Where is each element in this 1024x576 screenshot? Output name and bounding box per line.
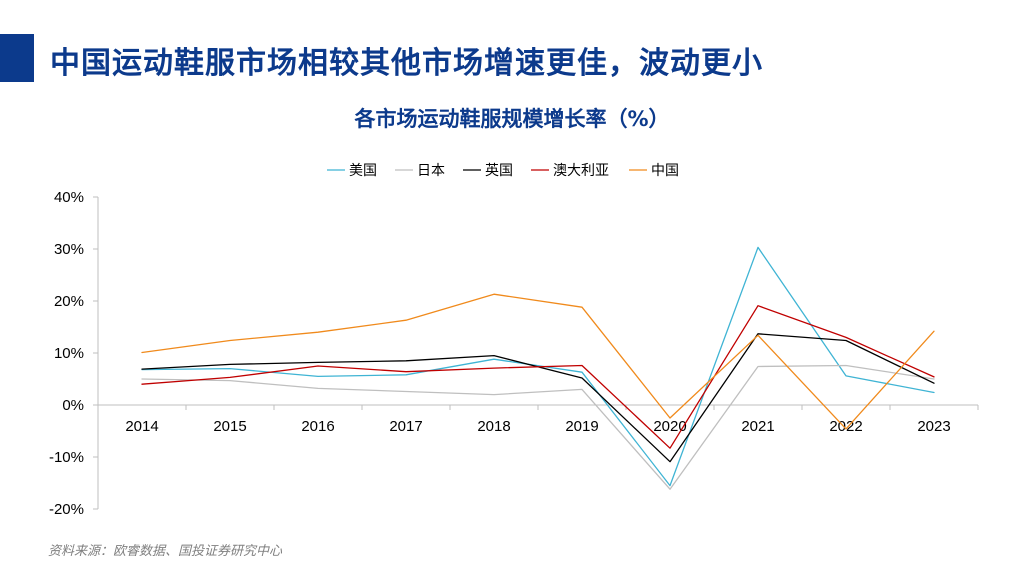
series-line-1 xyxy=(141,364,935,490)
data-point xyxy=(669,484,671,486)
legend-label: 澳大利亚 xyxy=(553,163,609,179)
x-tick-label: 2022 xyxy=(829,418,862,435)
chart-title: 各市场运动鞋服规模增长率（%） xyxy=(354,107,670,131)
data-point xyxy=(405,319,407,321)
data-point xyxy=(933,391,935,393)
y-tick-label: 30% xyxy=(54,241,84,258)
data-point xyxy=(141,378,143,380)
data-point xyxy=(317,375,319,377)
source-note: 资料来源：欧睿数据、国投证券研究中心 xyxy=(48,544,283,559)
data-point xyxy=(317,361,319,363)
data-point xyxy=(405,371,407,373)
data-point xyxy=(317,365,319,367)
data-point xyxy=(229,376,231,378)
y-tick-label: 0% xyxy=(62,397,84,414)
x-tick-label: 2015 xyxy=(213,418,246,435)
data-point xyxy=(669,460,671,462)
y-tick-label: 20% xyxy=(54,293,84,310)
data-point xyxy=(493,358,495,360)
data-point xyxy=(493,367,495,369)
data-point xyxy=(581,377,583,379)
data-point xyxy=(229,363,231,365)
data-point xyxy=(933,376,935,378)
data-point xyxy=(845,339,847,341)
data-point xyxy=(933,330,935,332)
x-tick-label: 2020 xyxy=(653,418,686,435)
chart-legend: 美国 日本 英国 澳大利亚 中国 xyxy=(327,162,679,179)
data-point xyxy=(581,364,583,366)
data-point xyxy=(581,306,583,308)
slide-title: 中国运动鞋服市场相较其他市场增速更佳，波动更小 xyxy=(50,46,763,81)
data-point xyxy=(493,393,495,395)
x-tick-label: 2023 xyxy=(917,418,950,435)
data-point xyxy=(317,331,319,333)
title-accent-bar xyxy=(0,34,34,82)
legend-label: 英国 xyxy=(485,162,513,179)
chart-series xyxy=(141,246,935,490)
x-tick-label: 2016 xyxy=(301,418,334,435)
x-tick-label: 2021 xyxy=(741,418,774,435)
data-point xyxy=(669,417,671,419)
data-point xyxy=(229,367,231,369)
data-point xyxy=(141,351,143,353)
y-tick-label: 10% xyxy=(54,345,84,362)
data-point xyxy=(405,374,407,376)
data-point xyxy=(933,378,935,380)
data-point xyxy=(581,388,583,390)
data-point xyxy=(845,364,847,366)
legend-label: 中国 xyxy=(651,163,679,179)
data-point xyxy=(757,304,759,306)
data-point xyxy=(141,383,143,385)
data-point xyxy=(845,336,847,338)
chart-axes: -20% -10% 0% 10% 20% 30% 40% 2014 2015 2016 2017 20… xyxy=(49,189,979,518)
data-point xyxy=(757,334,759,336)
x-tick-label: 2014 xyxy=(125,418,158,435)
data-point xyxy=(669,447,671,449)
data-point xyxy=(141,368,143,370)
data-point xyxy=(317,387,319,389)
x-tick-label: 2019 xyxy=(565,418,598,435)
data-point xyxy=(581,371,583,373)
data-point xyxy=(493,293,495,295)
data-point xyxy=(669,488,671,490)
data-point xyxy=(757,365,759,367)
data-point xyxy=(405,360,407,362)
data-point xyxy=(229,379,231,381)
x-tick-label: 2017 xyxy=(389,418,422,435)
series-line-2 xyxy=(141,333,935,463)
data-point xyxy=(933,382,935,384)
data-point xyxy=(229,339,231,341)
series-line-4 xyxy=(141,293,935,430)
data-point xyxy=(845,375,847,377)
data-point xyxy=(405,390,407,392)
data-point xyxy=(757,246,759,248)
legend-label: 日本 xyxy=(417,163,445,179)
y-tick-label: 40% xyxy=(54,189,84,206)
series-line-0 xyxy=(141,246,935,487)
y-tick-label: -20% xyxy=(49,501,84,518)
data-point xyxy=(493,354,495,356)
data-point xyxy=(845,428,847,430)
series-line-3 xyxy=(141,305,935,449)
x-tick-label: 2018 xyxy=(477,418,510,435)
y-tick-label: -10% xyxy=(49,449,84,466)
legend-label: 美国 xyxy=(349,163,377,179)
